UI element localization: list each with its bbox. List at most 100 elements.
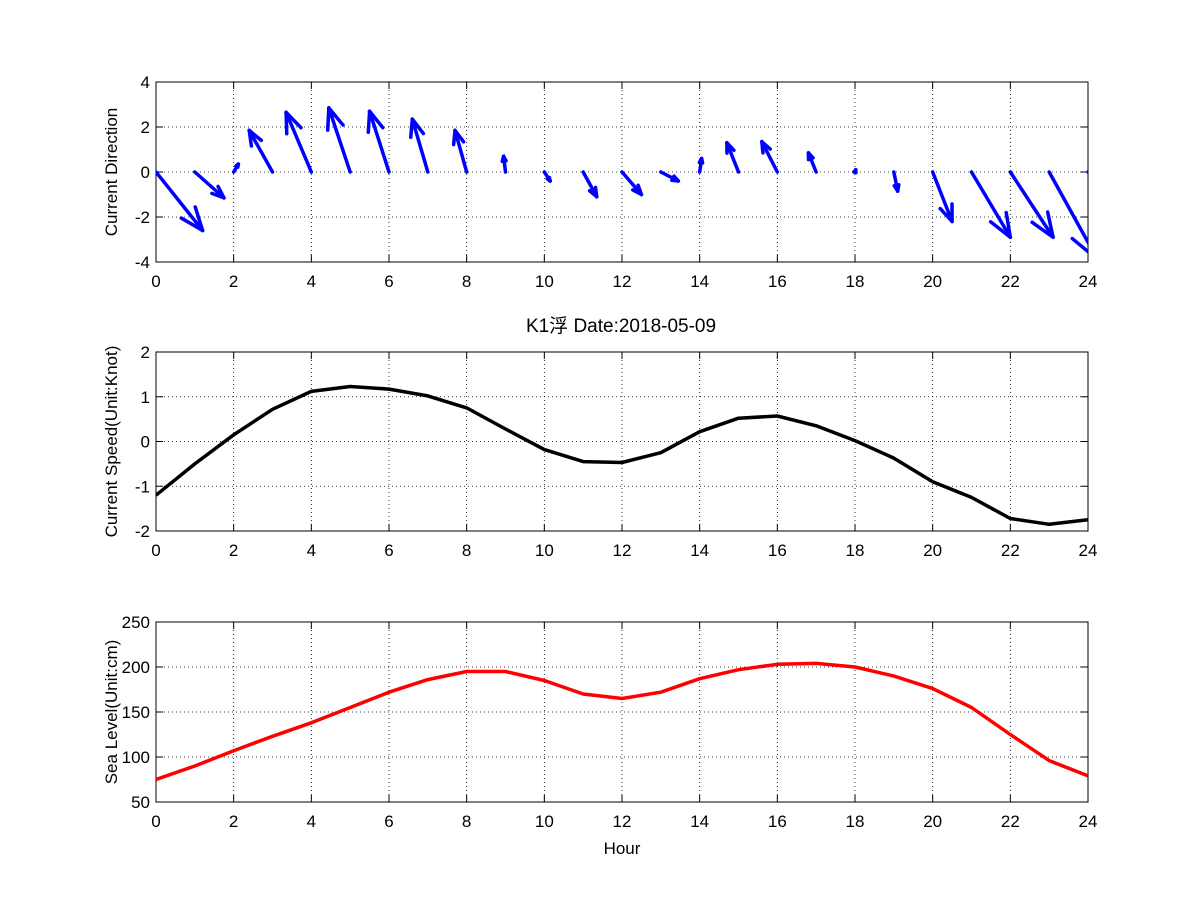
direction-arrow-shaft	[760, 139, 780, 174]
sealevel-xtick-label: 12	[613, 812, 632, 831]
direction-arrow-shaft	[410, 117, 430, 174]
direction-xtick-label: 24	[1079, 272, 1098, 291]
direction-arrow	[892, 170, 901, 193]
direction-arrow	[451, 128, 469, 174]
speed-xtick-label: 10	[535, 541, 554, 560]
direction-ytick-label: 2	[141, 118, 150, 137]
direction-arrow	[806, 151, 818, 174]
direction-arrow-head	[409, 117, 415, 139]
direction-xtick-label: 22	[1001, 272, 1020, 291]
direction-arrow-head	[247, 128, 254, 148]
sealevel-ylabel: Sea Level(Unit:cm)	[102, 640, 121, 785]
speed-ytick-label: -1	[135, 477, 150, 496]
direction-arrow-head	[1030, 220, 1055, 239]
direction-xtick-label: 0	[151, 272, 160, 291]
direction-arrow	[542, 170, 552, 183]
direction-arrow-head	[760, 139, 765, 155]
direction-arrow	[366, 109, 391, 174]
direction-arrow-shaft	[1047, 170, 1088, 246]
direction-arrow	[760, 139, 780, 174]
direction-ylabel: Current Direction	[102, 108, 121, 237]
direction-arrow-head	[1004, 210, 1013, 239]
direction-ytick-label: 0	[141, 163, 150, 182]
sealevel-xtick-label: 10	[535, 812, 554, 831]
direction-arrow-head	[593, 185, 599, 199]
chart-title: K1浮 Date:2018-05-09	[526, 315, 716, 337]
sealevel-xtick-label: 14	[690, 812, 709, 831]
speed-xtick-label: 4	[307, 541, 316, 560]
direction-arrow	[231, 162, 241, 174]
speed-xtick-label: 14	[690, 541, 709, 560]
direction-arrow-shaft	[725, 141, 741, 174]
sealevel-xlabel: Hour	[604, 839, 641, 858]
direction-xtick-label: 6	[384, 272, 393, 291]
direction-arrow-shaft	[969, 170, 1013, 239]
direction-arrow-head	[366, 109, 372, 135]
direction-arrow-shaft	[367, 109, 391, 174]
direction-arrow-head	[852, 168, 858, 174]
direction-arrow-shaft	[930, 170, 954, 224]
direction-arrow-head	[284, 110, 303, 130]
direction-xtick-label: 12	[613, 272, 632, 291]
direction-xtick-label: 18	[846, 272, 865, 291]
direction-arrow-shaft	[284, 110, 314, 174]
direction-arrow-shaft	[620, 170, 644, 197]
speed-xtick-label: 22	[1001, 541, 1020, 560]
direction-xtick-label: 14	[690, 272, 709, 291]
sealevel-xtick-label: 24	[1079, 812, 1098, 831]
direction-arrow-head	[216, 184, 226, 200]
speed-xtick-label: 20	[923, 541, 942, 560]
direction-ytick-label: 4	[141, 73, 150, 92]
sealevel-ytick-label: 250	[122, 613, 150, 632]
speed-series-line	[156, 384, 1088, 527]
sealevel-ytick-label: 100	[122, 748, 150, 767]
direction-arrow	[725, 141, 741, 174]
direction-data	[156, 106, 1088, 254]
direction-arrow	[852, 168, 858, 175]
sealevel-xtick-label: 4	[307, 812, 316, 831]
direction-arrow-head	[636, 183, 644, 197]
speed-data	[156, 384, 1088, 527]
sealevel-xtick-label: 8	[462, 812, 471, 831]
speed-ytick-label: 2	[141, 343, 150, 362]
direction-arrow-head	[284, 110, 289, 136]
speed-xtick-label: 8	[462, 541, 471, 560]
direction-arrow-head	[988, 220, 1013, 239]
direction-xtick-label: 8	[462, 272, 471, 291]
direction-arrow	[156, 170, 205, 233]
speed-ytick-label: -2	[135, 522, 150, 541]
sealevel-xtick-label: 16	[768, 812, 787, 831]
direction-arrow-head	[1070, 236, 1088, 254]
speed-ytick-label: 1	[141, 388, 150, 407]
direction-arrow-head	[179, 216, 205, 233]
direction-arrow-head	[672, 174, 681, 183]
direction-arrow	[193, 170, 226, 200]
speed-xtick-label: 0	[151, 541, 160, 560]
direction-arrow	[659, 170, 681, 183]
direction-arrow-head	[895, 183, 901, 193]
direction-arrow-shaft	[156, 170, 205, 233]
direction-arrow-head	[697, 156, 704, 165]
direction-arrow-shaft	[453, 128, 469, 174]
direction-arrow-head	[367, 109, 385, 130]
direction-arrow-head	[247, 128, 264, 143]
direction-arrow	[325, 106, 352, 174]
sealevel-series-line	[156, 661, 1088, 782]
speed-xtick-label: 2	[229, 541, 238, 560]
sealevel-ytick-label: 200	[122, 658, 150, 677]
direction-arrow-shaft	[193, 170, 226, 200]
direction-xtick-label: 2	[229, 272, 238, 291]
direction-arrow	[284, 110, 314, 174]
direction-arrow-head	[410, 117, 426, 136]
speed-xtick-label: 12	[613, 541, 632, 560]
direction-arrow	[409, 117, 430, 174]
speed-xtick-label: 18	[846, 541, 865, 560]
speed-xtick-label: 16	[768, 541, 787, 560]
direction-arrow	[247, 128, 275, 174]
sealevel-xtick-label: 6	[384, 812, 393, 831]
sealevel-ytick-label: 50	[131, 793, 150, 812]
direction-ytick-label: -4	[135, 253, 150, 272]
